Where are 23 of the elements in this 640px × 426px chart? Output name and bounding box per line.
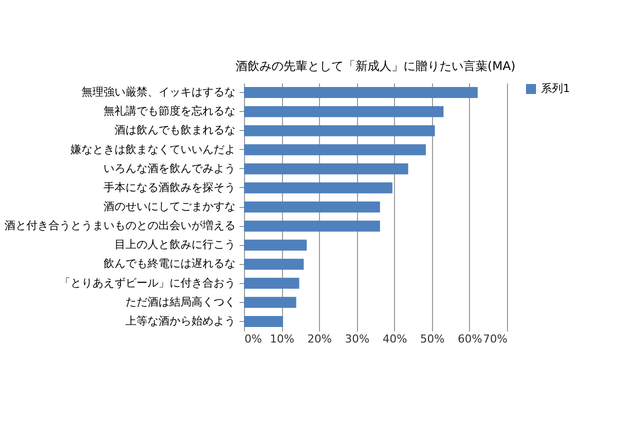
y-tick-label: ただ酒は結局高くつく [126,295,236,308]
y-tick-label: 飲んでも終電には遅れるな [104,257,236,270]
chart-title: 酒飲みの先輩として「新成人」に贈りたい言葉(MA) [236,59,516,73]
y-tick-label: 嫌なときは飲まなくていいんだよ [70,142,236,156]
y-tick-label: 「とりあえずビール」に付き合おう [60,276,236,290]
x-tick-label: 60% [458,332,482,346]
y-tick-label: 酒のせいにしてごまかすな [104,200,236,213]
x-tick-label: 50% [420,332,445,346]
x-tick-label: 30% [344,332,370,346]
legend-label: 系列1 [541,82,570,95]
x-tick-label: 20% [307,332,332,346]
y-tick-label: 目上の人と飲みに行こう [114,238,236,252]
y-tick-label: 上等な酒から始めよう [126,314,236,328]
x-tick-label: 70% [483,332,508,346]
y-tick-label: 手本になる酒飲みを探そう [104,180,236,194]
y-tick-label: 酒は飲んでも飲まれるな [114,124,236,137]
x-tick-label: 40% [382,332,408,346]
y-tick-label: 無礼講でも節度を忘れるな [104,104,236,118]
y-tick-label: 酒と付き合うとうまいものとの出会いが増える [4,219,236,232]
y-tick-label: いろんな酒を飲んでみよう [104,162,236,175]
x-tick-label: 0% [244,332,262,346]
x-tick-label: 10% [270,332,294,346]
y-tick-label: 無理強い厳禁、イッキはするな [82,86,236,99]
